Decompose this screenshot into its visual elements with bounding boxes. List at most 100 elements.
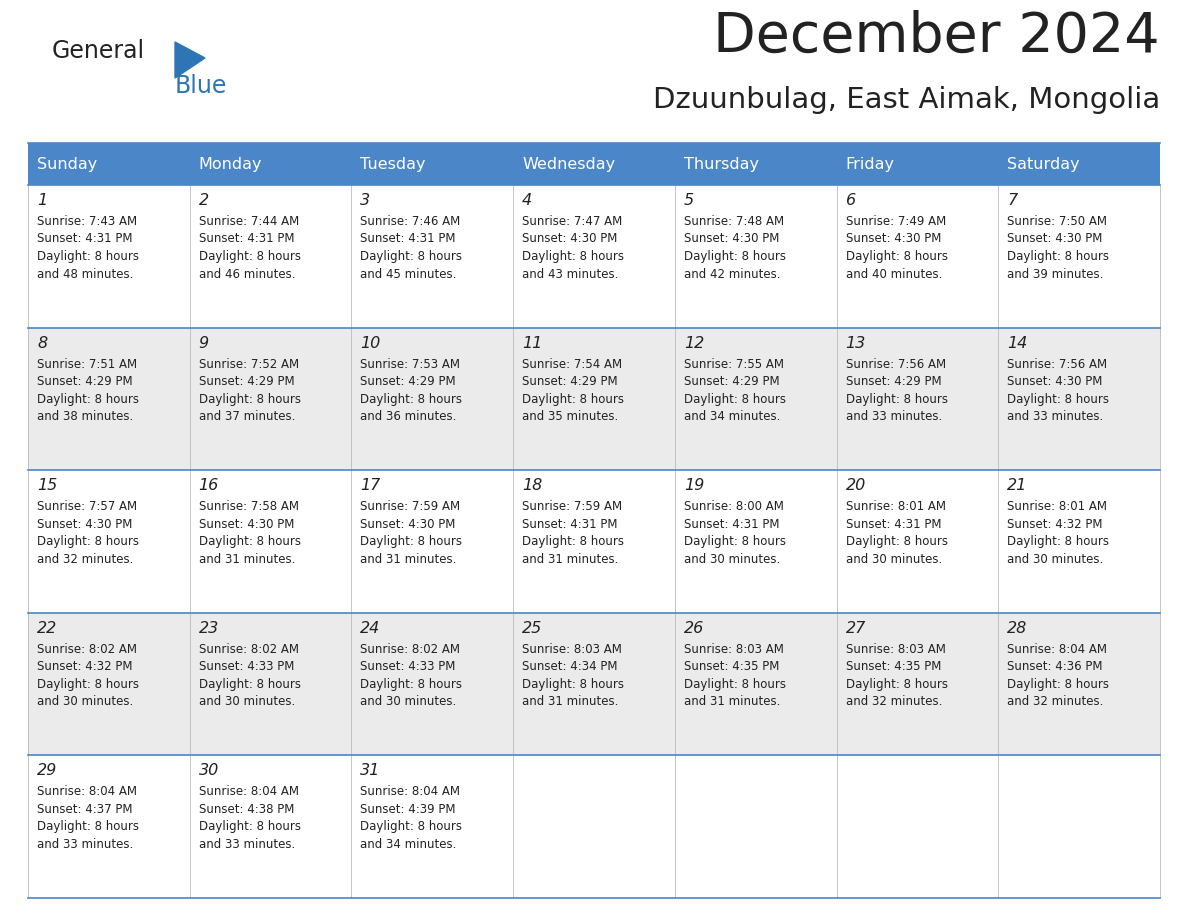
Text: and 32 minutes.: and 32 minutes. — [846, 695, 942, 709]
Text: and 45 minutes.: and 45 minutes. — [360, 267, 457, 281]
Text: 28: 28 — [1007, 621, 1028, 636]
Text: 6: 6 — [846, 193, 855, 208]
Text: Sunset: 4:31 PM: Sunset: 4:31 PM — [846, 518, 941, 531]
Text: Daylight: 8 hours: Daylight: 8 hours — [523, 535, 624, 548]
Text: 2: 2 — [198, 193, 209, 208]
Text: 30: 30 — [198, 764, 219, 778]
Text: and 34 minutes.: and 34 minutes. — [684, 410, 781, 423]
Text: Daylight: 8 hours: Daylight: 8 hours — [37, 535, 139, 548]
Text: and 30 minutes.: and 30 minutes. — [360, 695, 456, 709]
Text: and 35 minutes.: and 35 minutes. — [523, 410, 619, 423]
Text: 21: 21 — [1007, 478, 1028, 493]
Text: Sunset: 4:30 PM: Sunset: 4:30 PM — [198, 518, 295, 531]
Text: Sunset: 4:31 PM: Sunset: 4:31 PM — [523, 518, 618, 531]
Text: 14: 14 — [1007, 336, 1028, 351]
Text: Wednesday: Wednesday — [523, 156, 615, 172]
Text: and 31 minutes.: and 31 minutes. — [198, 553, 295, 565]
Text: Daylight: 8 hours: Daylight: 8 hours — [1007, 250, 1110, 263]
Text: and 30 minutes.: and 30 minutes. — [684, 553, 781, 565]
Text: Daylight: 8 hours: Daylight: 8 hours — [37, 250, 139, 263]
Text: and 42 minutes.: and 42 minutes. — [684, 267, 781, 281]
Text: Sunset: 4:29 PM: Sunset: 4:29 PM — [684, 375, 779, 388]
Text: and 33 minutes.: and 33 minutes. — [1007, 410, 1104, 423]
Text: Daylight: 8 hours: Daylight: 8 hours — [360, 250, 462, 263]
Text: 11: 11 — [523, 336, 543, 351]
Text: General: General — [52, 39, 145, 63]
Text: Sunrise: 7:51 AM: Sunrise: 7:51 AM — [37, 358, 137, 371]
Text: Daylight: 8 hours: Daylight: 8 hours — [684, 677, 785, 691]
Text: Daylight: 8 hours: Daylight: 8 hours — [846, 677, 948, 691]
Text: Sunset: 4:31 PM: Sunset: 4:31 PM — [360, 232, 456, 245]
Text: and 31 minutes.: and 31 minutes. — [523, 695, 619, 709]
Text: Sunrise: 7:44 AM: Sunrise: 7:44 AM — [198, 215, 299, 228]
Text: Daylight: 8 hours: Daylight: 8 hours — [846, 393, 948, 406]
Text: Sunrise: 7:57 AM: Sunrise: 7:57 AM — [37, 500, 137, 513]
Text: and 37 minutes.: and 37 minutes. — [198, 410, 295, 423]
Text: Sunset: 4:36 PM: Sunset: 4:36 PM — [1007, 660, 1102, 673]
Text: Sunset: 4:33 PM: Sunset: 4:33 PM — [360, 660, 456, 673]
Text: Sunrise: 8:02 AM: Sunrise: 8:02 AM — [198, 643, 298, 655]
Text: Sunrise: 7:53 AM: Sunrise: 7:53 AM — [360, 358, 461, 371]
Text: 20: 20 — [846, 478, 866, 493]
Text: 16: 16 — [198, 478, 219, 493]
Text: and 40 minutes.: and 40 minutes. — [846, 267, 942, 281]
Text: Saturday: Saturday — [1007, 156, 1080, 172]
Text: Sunrise: 7:59 AM: Sunrise: 7:59 AM — [360, 500, 461, 513]
Text: Sunset: 4:29 PM: Sunset: 4:29 PM — [37, 375, 133, 388]
Text: Sunset: 4:30 PM: Sunset: 4:30 PM — [1007, 232, 1102, 245]
Text: Sunrise: 7:56 AM: Sunrise: 7:56 AM — [1007, 358, 1107, 371]
Text: Sunrise: 7:58 AM: Sunrise: 7:58 AM — [198, 500, 298, 513]
Text: and 39 minutes.: and 39 minutes. — [1007, 267, 1104, 281]
Text: Dzuunbulag, East Aimak, Mongolia: Dzuunbulag, East Aimak, Mongolia — [652, 86, 1159, 114]
Text: Sunrise: 8:00 AM: Sunrise: 8:00 AM — [684, 500, 784, 513]
Text: Sunrise: 7:49 AM: Sunrise: 7:49 AM — [846, 215, 946, 228]
Text: and 34 minutes.: and 34 minutes. — [360, 838, 457, 851]
Text: Tuesday: Tuesday — [360, 156, 426, 172]
Text: and 36 minutes.: and 36 minutes. — [360, 410, 457, 423]
Text: Sunset: 4:30 PM: Sunset: 4:30 PM — [360, 518, 456, 531]
Text: Daylight: 8 hours: Daylight: 8 hours — [523, 393, 624, 406]
Text: and 31 minutes.: and 31 minutes. — [684, 695, 781, 709]
Bar — [29, 613, 1159, 756]
Text: Friday: Friday — [846, 156, 895, 172]
Text: Daylight: 8 hours: Daylight: 8 hours — [846, 250, 948, 263]
Text: Sunset: 4:29 PM: Sunset: 4:29 PM — [523, 375, 618, 388]
Text: Daylight: 8 hours: Daylight: 8 hours — [198, 250, 301, 263]
Text: Sunrise: 8:03 AM: Sunrise: 8:03 AM — [684, 643, 784, 655]
Text: Sunrise: 8:04 AM: Sunrise: 8:04 AM — [1007, 643, 1107, 655]
Text: and 38 minutes.: and 38 minutes. — [37, 410, 133, 423]
Text: 27: 27 — [846, 621, 866, 636]
Bar — [29, 143, 1159, 185]
Text: and 43 minutes.: and 43 minutes. — [523, 267, 619, 281]
Text: Daylight: 8 hours: Daylight: 8 hours — [37, 677, 139, 691]
Text: and 33 minutes.: and 33 minutes. — [846, 410, 942, 423]
Text: Daylight: 8 hours: Daylight: 8 hours — [198, 677, 301, 691]
Text: and 30 minutes.: and 30 minutes. — [846, 553, 942, 565]
Text: Sunrise: 7:43 AM: Sunrise: 7:43 AM — [37, 215, 137, 228]
Text: Daylight: 8 hours: Daylight: 8 hours — [37, 821, 139, 834]
Text: Sunset: 4:32 PM: Sunset: 4:32 PM — [1007, 518, 1102, 531]
Text: 12: 12 — [684, 336, 704, 351]
Text: Daylight: 8 hours: Daylight: 8 hours — [360, 677, 462, 691]
Text: Sunset: 4:30 PM: Sunset: 4:30 PM — [846, 232, 941, 245]
Text: and 31 minutes.: and 31 minutes. — [523, 553, 619, 565]
Text: Sunrise: 8:01 AM: Sunrise: 8:01 AM — [846, 500, 946, 513]
Text: Daylight: 8 hours: Daylight: 8 hours — [1007, 535, 1110, 548]
Text: 18: 18 — [523, 478, 543, 493]
Text: and 32 minutes.: and 32 minutes. — [37, 553, 133, 565]
Text: 10: 10 — [360, 336, 380, 351]
Text: and 30 minutes.: and 30 minutes. — [37, 695, 133, 709]
Text: Sunrise: 7:47 AM: Sunrise: 7:47 AM — [523, 215, 623, 228]
Text: Daylight: 8 hours: Daylight: 8 hours — [523, 250, 624, 263]
Text: Sunrise: 8:02 AM: Sunrise: 8:02 AM — [37, 643, 137, 655]
Text: Sunset: 4:30 PM: Sunset: 4:30 PM — [523, 232, 618, 245]
Text: Sunrise: 8:02 AM: Sunrise: 8:02 AM — [360, 643, 461, 655]
Text: Daylight: 8 hours: Daylight: 8 hours — [37, 393, 139, 406]
Text: Sunrise: 7:52 AM: Sunrise: 7:52 AM — [198, 358, 299, 371]
Text: and 30 minutes.: and 30 minutes. — [198, 695, 295, 709]
Text: Sunset: 4:33 PM: Sunset: 4:33 PM — [198, 660, 295, 673]
Text: Sunset: 4:29 PM: Sunset: 4:29 PM — [360, 375, 456, 388]
Text: 24: 24 — [360, 621, 380, 636]
Text: 1: 1 — [37, 193, 48, 208]
Text: Sunset: 4:35 PM: Sunset: 4:35 PM — [684, 660, 779, 673]
